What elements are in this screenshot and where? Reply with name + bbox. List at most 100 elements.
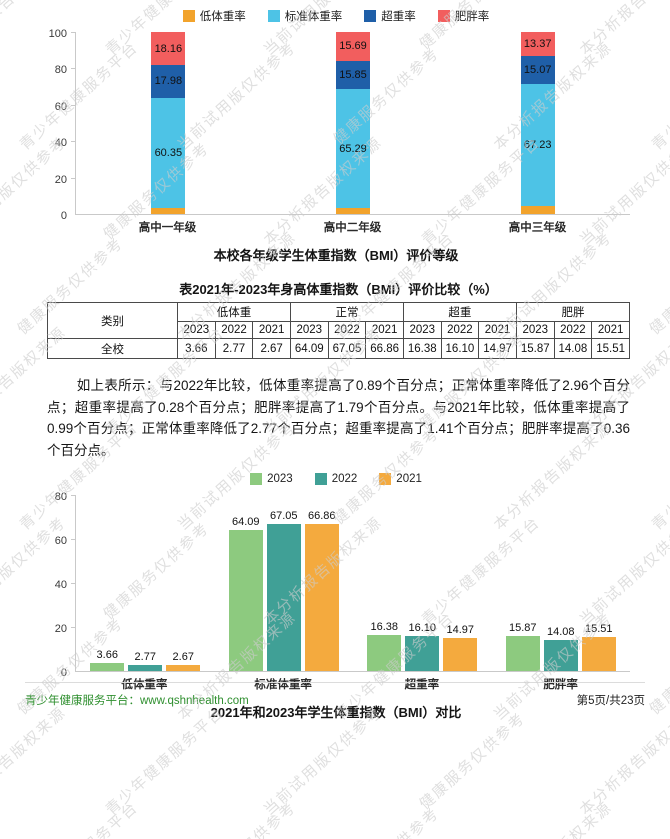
bar-value-label: 2.77 — [134, 650, 156, 663]
bar-segment: 15.85 — [336, 60, 370, 90]
y-axis-tick-label: 0 — [60, 210, 67, 222]
bar-segment: 4.33 — [520, 195, 555, 214]
legend-item: 标准体重率 — [267, 8, 343, 24]
bar-segment: 67.23 — [520, 83, 555, 207]
bar-value-label: 16.38 — [370, 620, 399, 633]
legend-label: 超重率 — [381, 11, 416, 23]
table-data-cell: 16.10 — [440, 338, 480, 359]
table-header-cell: 低体重 — [177, 302, 291, 322]
bar-value-label: 3.66 — [96, 648, 118, 661]
x-category-label: 高中三年级 — [508, 222, 567, 234]
y-axis-tick-mark — [71, 104, 76, 106]
bar-group: 16.38 16.10 14.97 — [353, 495, 492, 671]
legend-item: 2023 — [250, 473, 293, 485]
table-year-cell: 2021 — [252, 321, 291, 339]
bmi-comparison-table: 类别 低体重 正常 超重 肥胖 2023 2022 2021 2023 2022 2021 2023 2… — [47, 302, 631, 359]
table-data-cell: 67.05 — [327, 338, 367, 359]
plot-area: 3.51 60.35 17.98 18.16 3.18 65.29 15.85 15.69 4.… — [71, 32, 630, 215]
table-data-cell: 15.51 — [591, 338, 630, 359]
bar-segment: 15.69 — [336, 32, 370, 61]
watermark-text: 青少年健康服务平台 — [15, 797, 143, 839]
table-header-cell: 肥胖 — [515, 302, 631, 322]
y-axis-labels: 0 20 40 60 80 — [42, 491, 75, 679]
grouped-chart-legend: 2023 2022 2021 — [42, 461, 630, 487]
bar-segment: 65.29 — [336, 89, 370, 209]
table-row: 全校 3.66 2.77 2.67 64.09 67.05 66.86 16.38 16.10 1… — [47, 338, 630, 359]
bmi-comparison-table-title: 表2021年-2023年身高体重指数（BMI）评价比较（%） — [179, 282, 498, 297]
watermark-text: 本分析报告版权来源 — [489, 797, 617, 839]
legend-swatch — [364, 10, 377, 22]
y-axis-tick-mark — [71, 495, 76, 496]
bar-segment: 3.51 — [151, 197, 186, 214]
y-axis-tick-label: 40 — [54, 579, 67, 591]
grouped-bar: 2.67 — [166, 651, 201, 671]
bar-value-label: 64.09 — [231, 516, 260, 529]
legend-item: 2021 — [379, 473, 422, 485]
y-axis-tick-label: 0 — [60, 667, 67, 679]
table-data-cell: 2.77 — [214, 338, 254, 359]
table-year-cell: 2023 — [177, 321, 216, 339]
segment-value-label: 60.35 — [154, 146, 183, 159]
bar-group: 64.09 67.05 66.86 — [215, 495, 354, 671]
bar-value-label: 15.87 — [508, 622, 537, 635]
segment-value-label: 13.37 — [523, 38, 552, 51]
chart-title: 2021年和2023年学生体重指数（BMI）对比 — [210, 705, 462, 720]
bar-value-label: 15.51 — [584, 622, 613, 635]
table-year-cell: 2021 — [478, 321, 517, 339]
table-data-cell: 14.97 — [478, 338, 517, 359]
table-header-cell: 正常 — [289, 302, 404, 322]
table-data-cell: 2.67 — [252, 338, 291, 359]
table-year-cell: 2022 — [327, 321, 367, 339]
grouped-bar: 14.08 — [543, 626, 578, 671]
stacked-bar: 3.51 60.35 17.98 18.16 — [151, 32, 186, 214]
footer: 青少年健康服务平台：www.qshnhealth.com 第5页/共23页 — [25, 682, 645, 708]
legend-item: 肥胖率 — [437, 8, 489, 24]
legend-swatch — [437, 10, 450, 22]
y-axis-tick-mark — [71, 583, 76, 584]
segment-value-label: 18.16 — [154, 42, 183, 55]
y-axis-tick-mark — [71, 141, 76, 143]
table-data-cell: 64.09 — [289, 338, 329, 359]
table-year-cell: 2022 — [214, 321, 254, 339]
grouped-bar: 2.77 — [128, 651, 163, 671]
bar-segment: 13.37 — [520, 32, 555, 57]
bmi-comparison-section: 表2021年-2023年身高体重指数（BMI）评价比较（%） 类别 低体重 正常 超重… — [47, 279, 631, 359]
y-axis-tick-mark — [71, 627, 76, 628]
grouped-bar: 66.86 — [304, 510, 339, 671]
bar-segment: 15.07 — [520, 56, 555, 84]
table-year-cell: 2021 — [591, 321, 630, 339]
y-axis-tick-label: 80 — [54, 491, 67, 503]
bar-group: 15.87 14.08 15.51 — [492, 495, 631, 671]
y-axis-tick-mark — [71, 68, 76, 70]
x-category-label: 高中一年级 — [138, 222, 197, 234]
bar-segment: 3.18 — [336, 197, 370, 214]
table-data-cell: 14.08 — [553, 338, 593, 359]
segment-value-label: 67.23 — [523, 138, 552, 151]
analysis-paragraph: 如上表所示：与2022年比较，低体重率提高了0.89个百分点；正常体重率降低了2… — [47, 378, 630, 458]
bar-value-label: 2.67 — [172, 651, 194, 664]
y-axis-tick-mark — [71, 177, 76, 179]
y-axis-labels: 0 20 40 60 80 100 — [42, 28, 75, 222]
legend-label: 低体重率 — [199, 11, 246, 23]
footer-page-number: 第5页/共23页 — [576, 695, 645, 707]
legend-swatch — [314, 473, 327, 485]
y-axis-tick-label: 20 — [54, 623, 67, 635]
footer-site-link: 青少年健康服务平台：www.qshnhealth.com — [25, 695, 249, 707]
y-axis-tick-label: 60 — [54, 100, 67, 113]
bar-segment: 60.35 — [151, 97, 186, 208]
legend-label: 2021 — [396, 473, 422, 485]
watermark-text: 青少年健康服务平台 — [647, 797, 670, 839]
legend-label: 标准体重率 — [284, 11, 343, 23]
legend-item: 2022 — [314, 473, 358, 485]
table-data-cell: 15.87 — [515, 338, 555, 359]
plot-area: 3.66 2.77 2.67 64.09 67.05 66.86 16.38 16.10 14.… — [71, 495, 631, 672]
legend-item: 低体重率 — [182, 8, 246, 24]
bar-value-label: 14.08 — [546, 626, 575, 639]
grouped-bar: 15.51 — [581, 623, 616, 671]
y-axis-tick-mark — [71, 32, 76, 33]
table-data-cell: 66.86 — [365, 338, 404, 359]
watermark-text: 健康服务仅供参考 — [328, 802, 443, 839]
legend-label: 2022 — [331, 473, 358, 485]
bar-value-label: 66.86 — [307, 509, 336, 522]
y-axis-tick-label: 40 — [54, 137, 67, 150]
